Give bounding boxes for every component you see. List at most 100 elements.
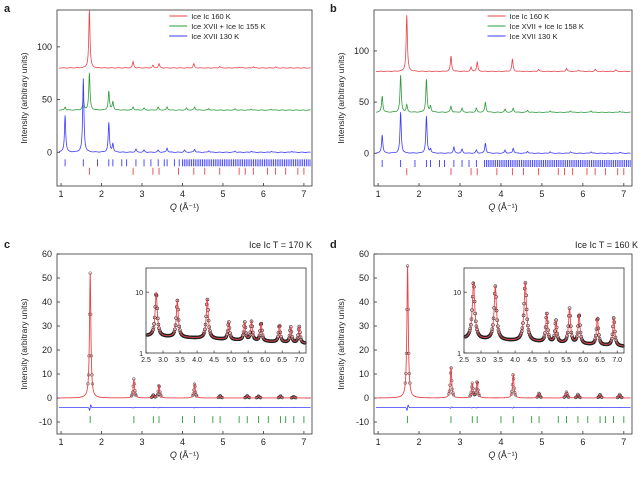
inset-d: 2.5 3.0 3.5 4.0 4.5 5.0 5.5 6.0 6.5 7.0 1 10 [453, 267, 625, 364]
x-axis-label-unit: (Å⁻¹) [177, 450, 199, 460]
panel-label-b: b [330, 3, 337, 15]
inset-fit-line-d [465, 280, 624, 347]
x-tick-label-b: 3 [457, 189, 462, 199]
x-axis-label-b: Q (Å⁻¹) [488, 202, 517, 212]
x-tick-label-c: 7 [301, 437, 306, 447]
x-tick-label-a: 3 [139, 189, 144, 199]
fit-line-d [376, 265, 631, 399]
chart-panel-c: 1 2 3 4 5 6 7 -10 0 10 20 30 40 50 60 Q (Å⁻¹) Intensity … [19, 249, 313, 460]
inset-x-tick-label-d: 6.0 [578, 357, 588, 364]
y-tick-label-c: 40 [42, 297, 52, 307]
difference-line-d [376, 404, 631, 411]
y-tick-label-a: 100 [37, 42, 52, 52]
inset-observed-point-d [564, 336, 569, 340]
inset-x-tick-label-c: 2.5 [141, 357, 151, 364]
legend-entry-b-2: Ice XVII 130 K [510, 32, 558, 41]
inset-y-tick-label-c: 1 [139, 351, 143, 358]
panel-d-title: Ice Ic T = 160 K [575, 240, 638, 250]
y-tick-label-b: 50 [359, 97, 369, 107]
x-axis-label-a: Q (Å⁻¹) [170, 202, 199, 212]
x-tick-label-b: 5 [539, 189, 544, 199]
fit-line-c [59, 273, 311, 399]
x-axis-label-unit: (Å⁻¹) [177, 202, 199, 212]
x-tick-label-c: 3 [139, 437, 144, 447]
y-axis-label-d: Intensity (arbitrary units) [336, 298, 346, 389]
inset-observed-point-c [303, 341, 307, 345]
inset-observed-point-c [295, 338, 299, 342]
y-tick-label-c: 0 [47, 393, 52, 403]
inset-observed-point-d [518, 333, 523, 337]
x-tick-label-d: 4 [498, 437, 503, 447]
plot-frame-b [373, 9, 633, 187]
x-tick-label-d: 1 [376, 437, 381, 447]
inset-x-tick-label-d: 7.0 [612, 357, 622, 364]
x-axis-label-unit: (Å⁻¹) [495, 202, 517, 212]
y-tick-label-b: 100 [354, 46, 369, 56]
y-tick-label-c: -10 [39, 417, 52, 427]
inset-y-tick-label-c: 10 [135, 290, 143, 297]
x-tick-label-b: 1 [376, 189, 381, 199]
x-tick-label-c: 5 [220, 437, 225, 447]
chart-panel-b: 1 2 3 4 5 6 7 0 50 100 Q (Å⁻¹) Intensity (arbitrary… [336, 9, 633, 212]
observed-point-c [195, 394, 199, 398]
legend-entry-a-2: Ice XVII 130 K [191, 32, 239, 41]
legend-entry-b-1: Ice XVII + Ice Ic 158 K [510, 22, 584, 31]
chart-panel-a: 1 2 3 4 5 6 7 0 50 100 Q (Å⁻¹) Intensity (arbitrary… [19, 9, 313, 212]
x-tick-label-d: 5 [539, 437, 544, 447]
x-tick-label-c: 1 [59, 437, 64, 447]
x-axis-label-c: Q (Å⁻¹) [170, 450, 199, 460]
observed-point-c [191, 394, 195, 398]
y-tick-label-d: 50 [359, 273, 369, 283]
observed-point-d [538, 395, 543, 399]
inset-observed-point-d [592, 338, 597, 343]
difference-line-c [59, 404, 311, 411]
legend-entry-a-1: Ice XVII + Ice Ic 155 K [191, 22, 265, 31]
observed-point-d [566, 395, 570, 399]
inset-x-tick-label-d: 4.5 [527, 357, 537, 364]
plot-frame-a [56, 9, 313, 187]
panel-label-c: c [4, 239, 10, 251]
panel-label-a: a [4, 3, 11, 15]
x-axis-label-q: Q [488, 202, 495, 212]
x-tick-label-a: 7 [301, 189, 306, 199]
inset-observed-point-c [224, 334, 229, 339]
inset-observed-point-c [275, 337, 280, 341]
inset-c: 2.5 3.0 3.5 4.0 4.5 5.0 5.5 6.0 6.5 7.0 1 10 [135, 267, 307, 364]
inset-y-tick-label-d: 1 [457, 351, 461, 358]
y-tick-label-d: 30 [359, 321, 369, 331]
y-tick-label-c: 60 [42, 249, 52, 259]
inset-x-tick-label-c: 3.5 [175, 357, 185, 364]
inset-observed-point-d [489, 331, 493, 336]
inset-observed-point-d [542, 336, 546, 340]
x-tick-label-a: 6 [261, 189, 266, 199]
inset-observed-point-c [201, 332, 206, 336]
x-tick-label-b: 4 [498, 189, 503, 199]
y-tick-label-c: 30 [42, 321, 52, 331]
inset-fit-line-c [147, 291, 306, 344]
series-line-b-2 [375, 112, 631, 154]
x-tick-label-a: 4 [180, 189, 185, 199]
inset-x-tick-label-d: 6.5 [595, 357, 605, 364]
inset-observed-point-c [240, 335, 245, 339]
series-line-b-0 [376, 15, 631, 72]
inset-x-tick-label-c: 4.0 [192, 357, 202, 364]
x-tick-label-b: 7 [621, 189, 626, 199]
x-tick-label-d: 6 [580, 437, 585, 447]
y-tick-label-c: 20 [42, 345, 52, 355]
series-line-a-1 [59, 72, 311, 111]
y-tick-label-d: 40 [359, 297, 369, 307]
x-axis-label-unit: (Å⁻¹) [495, 450, 517, 460]
x-axis-label-q: Q [170, 202, 177, 212]
x-axis-label-d: Q (Å⁻¹) [488, 450, 517, 460]
inset-x-tick-label-c: 7.0 [294, 357, 304, 364]
observed-point-d [599, 395, 604, 399]
legend-entry-b-0: Ice Ic 160 K [510, 12, 550, 21]
y-axis-label-b: Intensity (arbitrary units) [336, 52, 346, 143]
x-tick-label-b: 6 [580, 189, 585, 199]
x-tick-label-a: 2 [99, 189, 104, 199]
x-tick-label-c: 4 [180, 437, 185, 447]
legend-entry-a-0: Ice Ic 160 K [191, 12, 231, 21]
series-line-a-0 [58, 9, 311, 69]
observed-point-c [153, 395, 158, 399]
inset-x-tick-label-d: 3.5 [493, 357, 503, 364]
